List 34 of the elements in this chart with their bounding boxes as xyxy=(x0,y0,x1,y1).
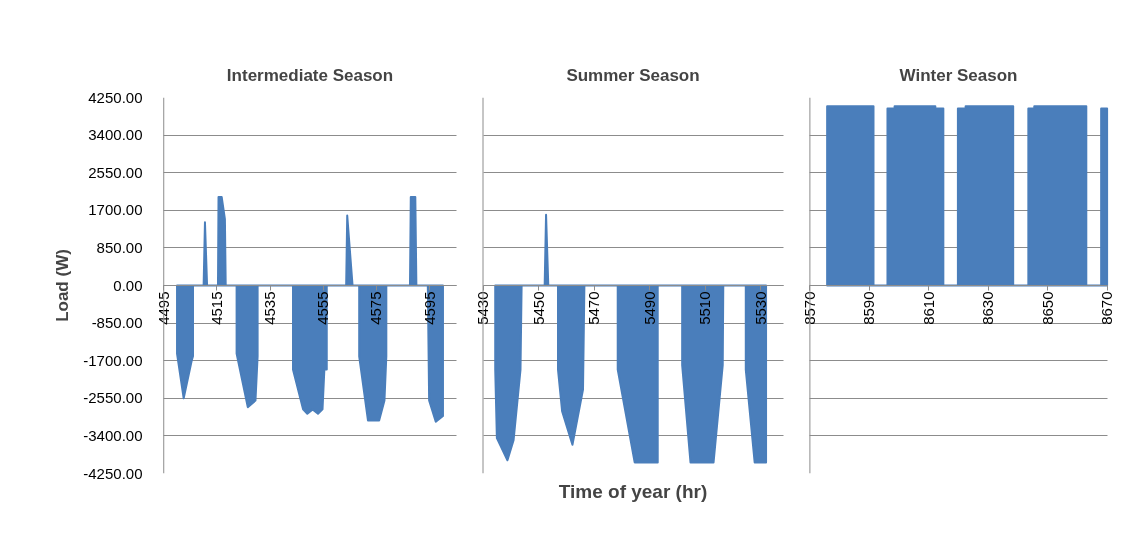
x-axis-title: Time of year (hr) xyxy=(558,480,708,502)
y-tick-label: 4250.00 xyxy=(88,88,143,106)
x-tick-label: 5530 xyxy=(751,291,769,325)
y-tick-label: -1700.00 xyxy=(83,351,143,369)
x-tick-label: 4555 xyxy=(314,291,332,325)
x-tick-label: 8610 xyxy=(919,291,937,325)
y-tick-label: 850.00 xyxy=(96,238,143,256)
x-tick-label: 4515 xyxy=(207,291,225,325)
y-tick-label: 1700.00 xyxy=(88,201,143,219)
y-tick-label: -3400.00 xyxy=(83,426,143,444)
x-tick-label: 5510 xyxy=(696,291,714,325)
x-tick-label: 5490 xyxy=(640,291,658,325)
x-tick-label: 4495 xyxy=(154,291,172,325)
y-axis-title: Load (W) xyxy=(53,249,73,322)
y-tick-label: -2550.00 xyxy=(83,389,143,407)
x-tick-label: 5430 xyxy=(474,291,491,325)
chart-title: Summer Season xyxy=(566,66,700,85)
x-tick-label: 4595 xyxy=(420,291,438,325)
x-tick-label: 8630 xyxy=(979,291,997,325)
x-tick-label: 5450 xyxy=(529,291,547,325)
y-tick-label: -4250.00 xyxy=(83,464,143,482)
y-tick-label: -850.00 xyxy=(91,314,143,332)
y-tick-label: 2550.00 xyxy=(88,163,143,181)
x-tick-label: 5470 xyxy=(585,291,603,325)
x-tick-label: 8650 xyxy=(1038,291,1056,325)
x-tick-label: 8590 xyxy=(860,291,878,325)
chart-title: Winter Season xyxy=(899,66,1018,85)
y-tick-label: 3400.00 xyxy=(88,126,143,144)
chart-title: Intermediate Season xyxy=(226,66,394,85)
x-tick-label: 4535 xyxy=(261,291,279,325)
x-tick-label: 8570 xyxy=(800,291,818,325)
x-tick-label: 4575 xyxy=(367,291,385,325)
x-tick-label: 8670 xyxy=(1098,291,1116,325)
y-tick-label: 0.00 xyxy=(113,276,143,294)
